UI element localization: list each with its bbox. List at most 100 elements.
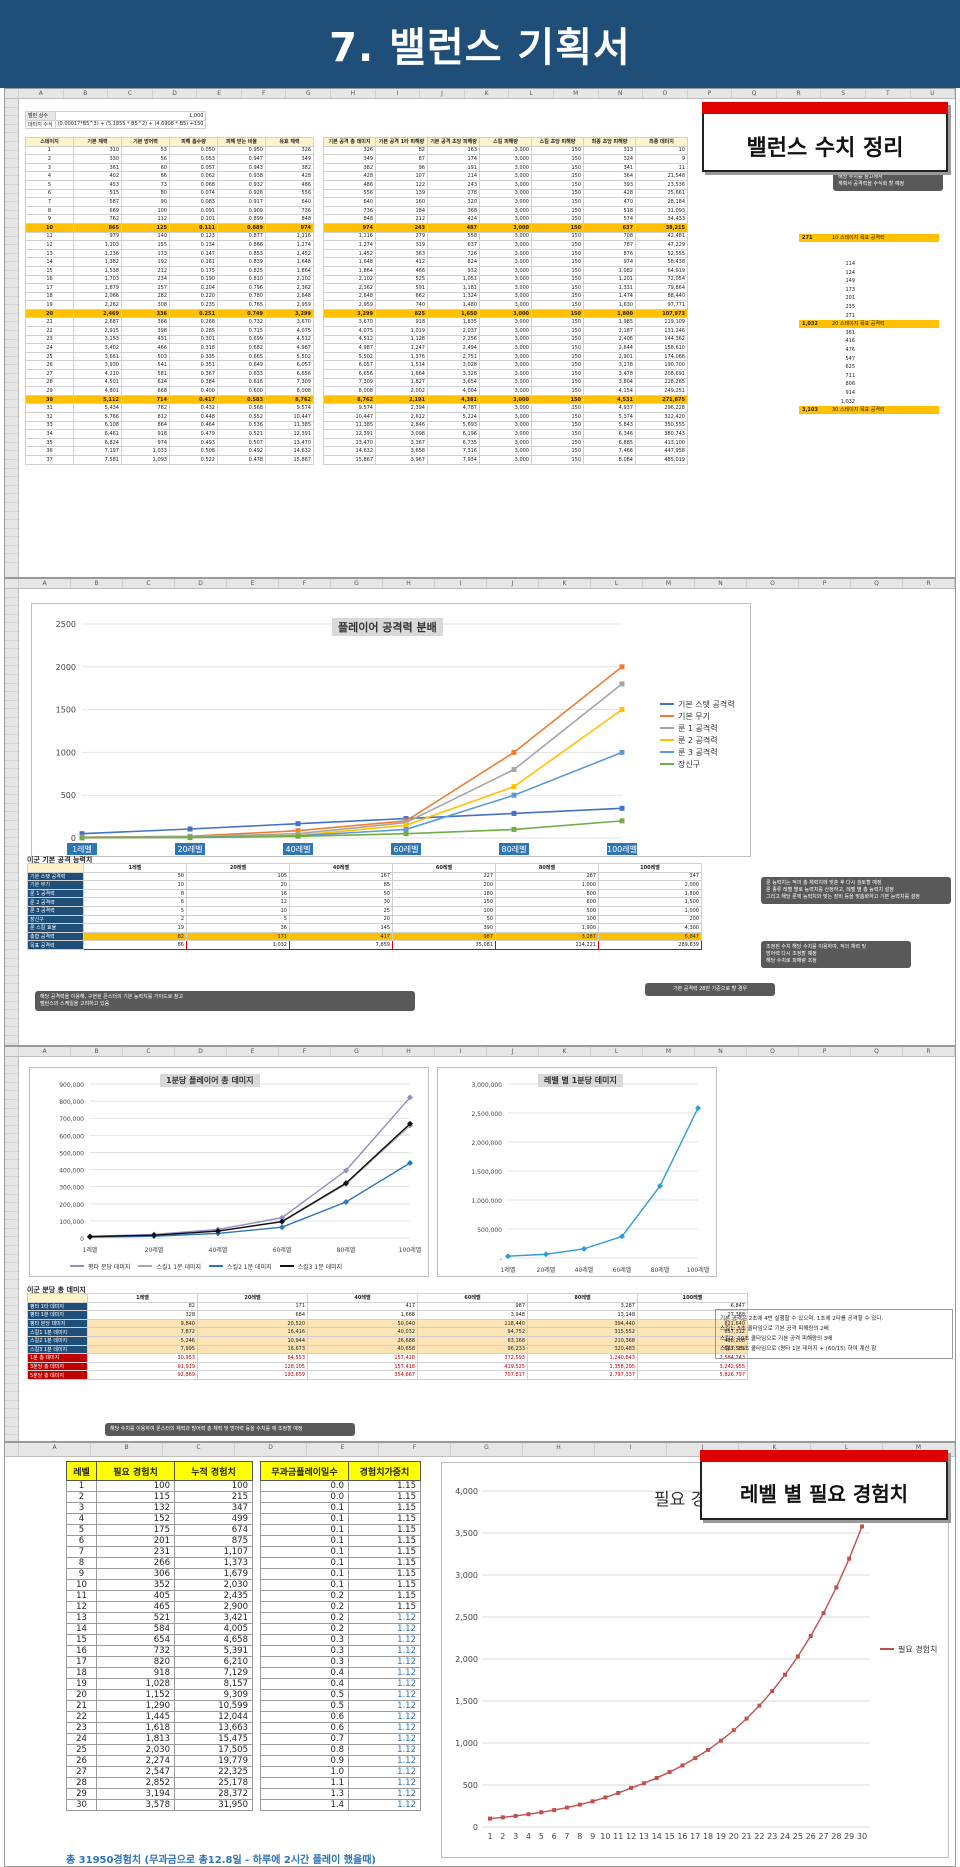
- table-cell[interactable]: 266: [96, 1557, 175, 1569]
- table-cell[interactable]: 0.765: [217, 300, 266, 310]
- table-cell[interactable]: 1,985: [583, 317, 636, 328]
- table-cell[interactable]: 470: [583, 197, 636, 207]
- table-cell[interactable]: 17,505: [174, 1744, 253, 1756]
- column-letter[interactable]: D: [175, 1047, 227, 1056]
- table-cell[interactable]: 918: [375, 317, 428, 328]
- row-number[interactable]: [5, 1392, 18, 1401]
- table-cell[interactable]: 12: [186, 897, 290, 907]
- table-cell[interactable]: 640: [323, 197, 376, 207]
- column-letter[interactable]: G: [331, 579, 383, 588]
- table-cell[interactable]: 2,900: [174, 1601, 253, 1613]
- row-number[interactable]: [5, 529, 18, 538]
- row-number[interactable]: [5, 1109, 18, 1118]
- row-number[interactable]: [5, 202, 18, 211]
- table-cell[interactable]: 3,000: [479, 429, 532, 439]
- table-cell[interactable]: 974: [265, 222, 314, 233]
- table-cell[interactable]: 979: [73, 231, 122, 242]
- table-cell[interactable]: 1.15: [348, 1557, 421, 1569]
- column-letter[interactable]: E: [227, 579, 279, 588]
- table-cell[interactable]: 150: [531, 188, 584, 199]
- side-value[interactable]: 271: [845, 312, 855, 319]
- table-cell[interactable]: 2,262: [73, 300, 122, 310]
- column-letter[interactable]: J: [667, 1443, 739, 1456]
- table-cell[interactable]: 1.0: [260, 1766, 349, 1778]
- table-cell[interactable]: 5,843: [583, 420, 636, 431]
- table-cell[interactable]: 349: [323, 154, 376, 164]
- table-cell[interactable]: 150: [531, 420, 584, 431]
- table-cell[interactable]: 974: [121, 437, 170, 448]
- table-cell[interactable]: 0.536: [217, 420, 266, 431]
- table-cell[interactable]: 1,247: [375, 343, 428, 353]
- table-cell[interactable]: 684: [197, 1310, 308, 1320]
- legend-item[interactable]: 평타 분당 데미지: [70, 1260, 130, 1272]
- table-cell[interactable]: 7: [66, 1546, 97, 1558]
- table-cell[interactable]: 394,440: [527, 1318, 638, 1329]
- table-cell[interactable]: 624: [121, 377, 170, 388]
- table-cell[interactable]: 0.062: [169, 171, 218, 181]
- row-number[interactable]: [5, 1272, 18, 1281]
- column-letter[interactable]: E: [307, 1443, 379, 1456]
- table-cell[interactable]: 762: [121, 403, 170, 413]
- table-cell[interactable]: 184: [375, 205, 428, 216]
- data-point[interactable]: [619, 818, 625, 824]
- table-cell[interactable]: 19: [83, 923, 187, 933]
- table-cell[interactable]: 131,246: [635, 326, 688, 336]
- table-cell[interactable]: 3,000: [479, 179, 532, 190]
- row-number[interactable]: [5, 890, 18, 899]
- column-letter[interactable]: D: [153, 89, 198, 98]
- table-cell[interactable]: 150: [531, 240, 584, 250]
- table-cell[interactable]: 91,919: [87, 1361, 198, 1372]
- table-cell[interactable]: 82: [375, 145, 428, 156]
- table-cell[interactable]: 3,967: [375, 454, 428, 465]
- table-cell[interactable]: 190,700: [635, 360, 688, 371]
- table-cell[interactable]: 4,512: [265, 334, 314, 345]
- table-cell[interactable]: 518: [583, 205, 636, 216]
- table-cell[interactable]: 1,879: [73, 283, 122, 293]
- table-cell[interactable]: 271,875: [635, 394, 688, 405]
- table-cell[interactable]: 7,309: [265, 377, 314, 388]
- table-cell[interactable]: 14,632: [323, 446, 376, 456]
- table-cell[interactable]: 3,421: [174, 1612, 253, 1624]
- table-cell[interactable]: 14: [66, 1623, 97, 1635]
- table-cell[interactable]: 50,040: [307, 1318, 418, 1329]
- table-cell[interactable]: 3,000: [479, 154, 532, 164]
- table-cell[interactable]: 279: [375, 231, 428, 242]
- table-cell[interactable]: 173: [121, 248, 170, 259]
- table-cell[interactable]: 3,000: [479, 317, 532, 328]
- table-cell[interactable]: 0.839: [217, 257, 266, 267]
- table-cell[interactable]: 29: [25, 386, 74, 396]
- table-cell[interactable]: 8,008: [323, 386, 376, 396]
- table-cell[interactable]: 243: [427, 179, 480, 190]
- table-cell[interactable]: 10: [186, 905, 290, 916]
- data-point[interactable]: [295, 821, 301, 827]
- data-point[interactable]: [744, 1716, 749, 1721]
- table-cell[interactable]: 1,082: [583, 265, 636, 276]
- table-cell[interactable]: 7,934: [427, 454, 480, 465]
- table-cell[interactable]: 208,691: [635, 369, 688, 379]
- row-number[interactable]: [5, 460, 18, 469]
- table-cell[interactable]: 5: [25, 179, 74, 190]
- table-cell[interactable]: 1.12: [348, 1788, 421, 1800]
- table-cell[interactable]: 29: [66, 1788, 97, 1800]
- table-cell[interactable]: 736: [323, 205, 376, 216]
- table-cell[interactable]: 0.220: [169, 291, 218, 302]
- data-point[interactable]: [187, 835, 193, 841]
- data-point[interactable]: [539, 1810, 544, 1815]
- table-cell[interactable]: 1.12: [348, 1623, 421, 1635]
- table-cell[interactable]: 1,382: [73, 257, 122, 267]
- table-cell[interactable]: 3,000: [479, 403, 532, 413]
- table-cell[interactable]: 1,835: [427, 317, 480, 328]
- table-cell[interactable]: 40,658: [307, 1344, 418, 1355]
- table-cell[interactable]: 465: [96, 1601, 175, 1613]
- column-letter[interactable]: P: [688, 89, 733, 98]
- table-cell[interactable]: 515: [73, 188, 122, 199]
- table-cell[interactable]: 0.749: [217, 308, 266, 319]
- table-cell[interactable]: 5: [186, 914, 290, 925]
- row-number[interactable]: [5, 1002, 18, 1011]
- table-cell[interactable]: 1,358,295: [527, 1361, 638, 1372]
- table-cell[interactable]: 25,178: [174, 1777, 253, 1789]
- row-number[interactable]: [5, 1298, 18, 1307]
- table-cell[interactable]: 13,148: [527, 1310, 638, 1320]
- table-cell[interactable]: 1,800: [598, 888, 702, 899]
- table-cell[interactable]: 0.926: [217, 188, 266, 199]
